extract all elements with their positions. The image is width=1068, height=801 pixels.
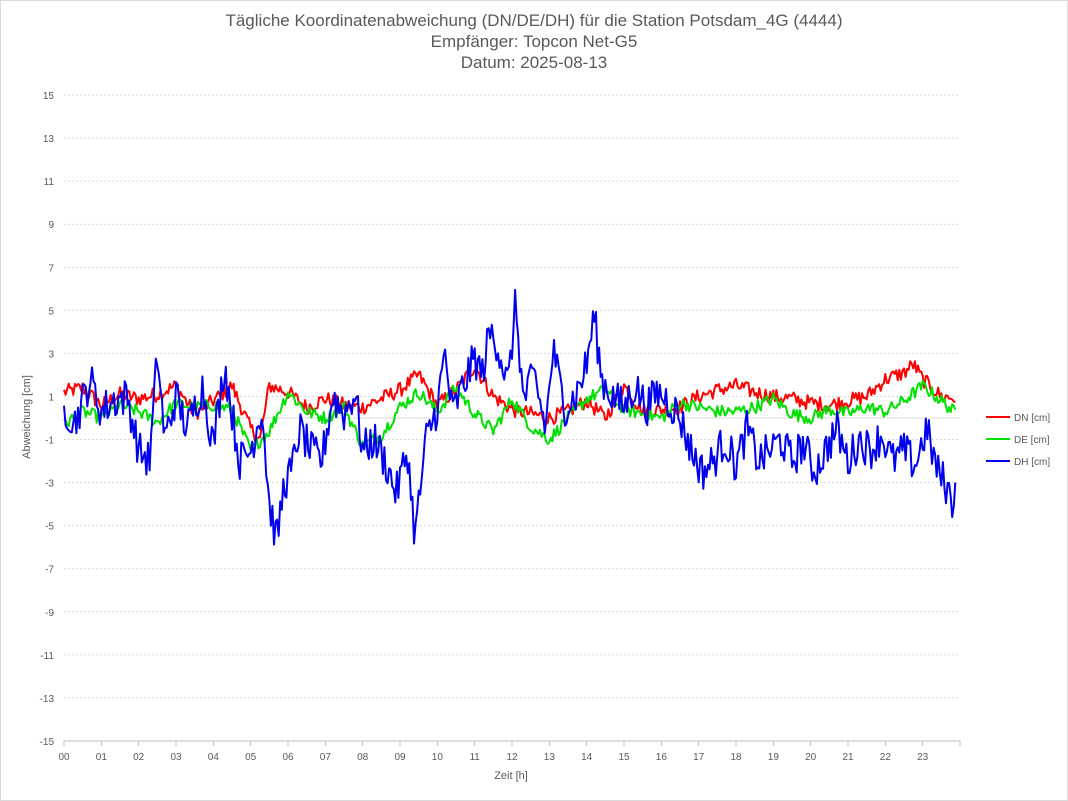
y-tick-label: -15 <box>40 737 55 748</box>
y-tick-label: -9 <box>45 608 54 619</box>
x-axis-ticks: 00 01 02 03 04 05 06 07 08 09 10 11 12 13 14 15 16 17 18 19… <box>58 741 961 763</box>
x-tick-label: 05 <box>245 752 257 763</box>
x-tick-label: 08 <box>357 752 369 763</box>
y-tick-label: 15 <box>43 91 55 102</box>
legend-label: DE [cm] <box>1014 435 1050 446</box>
x-tick-label: 17 <box>693 752 705 763</box>
x-tick-label: 22 <box>880 752 892 763</box>
x-tick-label: 13 <box>544 752 556 763</box>
series-line <box>63 379 957 451</box>
x-tick-label: 15 <box>618 752 630 763</box>
y-tick-label: 7 <box>48 263 54 274</box>
y-axis-ticks: 15 13 11 9 7 5 3 1 -1 -3 -5 -7 -9 -11 -13 -15 <box>40 91 55 748</box>
x-tick-label: 06 <box>282 752 294 763</box>
series-lines <box>63 288 957 546</box>
series-line <box>63 360 956 443</box>
y-tick-label: 13 <box>43 134 55 145</box>
x-tick-label: 03 <box>170 752 182 763</box>
x-tick-label: 14 <box>581 752 593 763</box>
x-tick-label: 09 <box>394 752 406 763</box>
legend: DN [cm] DE [cm] DH [cm] <box>986 413 1050 468</box>
x-tick-label: 07 <box>320 752 332 763</box>
y-tick-label: -13 <box>40 694 55 705</box>
x-axis-title: Zeit [h] <box>494 770 528 782</box>
y-axis-title: Abweichung [cm] <box>21 375 33 459</box>
y-tick-label: 5 <box>48 306 54 317</box>
x-tick-label: 02 <box>133 752 145 763</box>
legend-label: DH [cm] <box>1014 457 1050 468</box>
x-tick-label: 00 <box>58 752 70 763</box>
x-tick-label: 11 <box>469 752 480 763</box>
y-tick-label: 11 <box>44 177 55 188</box>
chart-title: Tägliche Koordinatenabweichung (DN/DE/DH… <box>225 11 843 30</box>
legend-label: DN [cm] <box>1014 413 1050 424</box>
y-tick-label: 1 <box>48 392 54 403</box>
x-tick-label: 20 <box>805 752 817 763</box>
chart-subtitle-date: Datum: 2025-08-13 <box>460 53 608 72</box>
y-tick-label: -3 <box>45 479 54 490</box>
y-tick-label: -7 <box>45 565 54 576</box>
x-tick-label: 19 <box>768 752 780 763</box>
y-tick-label: 9 <box>48 220 54 231</box>
y-tick-label: -11 <box>40 651 54 662</box>
x-tick-label: 21 <box>842 752 854 763</box>
y-tick-label: -5 <box>45 522 54 533</box>
y-tick-label: -1 <box>45 436 54 447</box>
x-tick-label: 12 <box>506 752 518 763</box>
series-line <box>63 288 957 546</box>
chart-subtitle-receiver: Empfänger: Topcon Net-G5 <box>430 32 638 51</box>
x-tick-label: 18 <box>730 752 742 763</box>
y-tick-label: 3 <box>48 349 54 360</box>
x-tick-label: 16 <box>656 752 668 763</box>
x-tick-label: 23 <box>917 752 929 763</box>
x-tick-label: 10 <box>432 752 444 763</box>
x-tick-label: 04 <box>208 752 220 763</box>
x-tick-label: 01 <box>96 752 108 763</box>
chart-titles: Tägliche Koordinatenabweichung (DN/DE/DH… <box>0 10 1068 73</box>
